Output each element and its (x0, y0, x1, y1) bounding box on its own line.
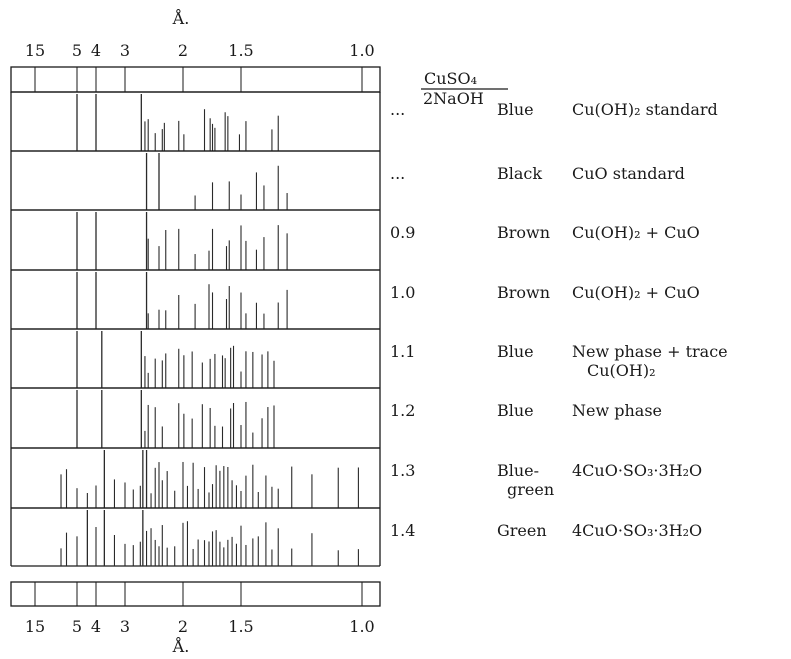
row-phase: 4CuO·SO₃·3H₂O (572, 461, 702, 480)
top-tick-label: 3 (120, 41, 130, 60)
bottom-scale-bar (10, 581, 381, 607)
top-tick-label: 2 (178, 41, 188, 60)
row-ratio: 1.3 (390, 461, 415, 480)
row-color: Black (497, 164, 542, 183)
top-axis-unit: Å. (172, 8, 190, 28)
row-phase: New phase (572, 401, 662, 420)
row-phase: 4CuO·SO₃·3H₂O (572, 521, 702, 540)
row-color: Blue (497, 100, 534, 119)
bottom-axis-unit: Å. (172, 636, 190, 656)
top-tick-label: 1.5 (228, 41, 253, 60)
pattern-row (10, 328, 381, 389)
row-ratio: 1.4 (390, 521, 415, 540)
row-ratio: ... (390, 164, 405, 183)
ratio-numerator: CuSO₄ (424, 69, 477, 88)
pattern-row (10, 91, 381, 152)
row-ratio: 1.1 (390, 342, 415, 361)
row-phase: New phase + trace (572, 342, 728, 361)
row-ratio: 1.2 (390, 401, 415, 420)
bottom-tick-label: 5 (72, 617, 82, 636)
pattern-row (10, 209, 381, 271)
bottom-tick-label: 2 (178, 617, 188, 636)
row-phase: Cu(OH)₂ + CuO (572, 283, 700, 302)
row-color: Brown (497, 283, 550, 302)
scale-box (10, 581, 381, 607)
row-color: Blue (497, 401, 534, 420)
bottom-tick-label: 1.5 (228, 617, 253, 636)
top-tick-labels: 15 5 4 3 2 1.5 1.0 (25, 41, 375, 60)
row-ratio: 1.0 (390, 283, 415, 302)
row-labels: ... Blue Cu(OH)₂ standard... Black CuO stand… (390, 100, 728, 540)
pattern-row (10, 447, 381, 509)
top-tick-label: 15 (25, 41, 45, 60)
diffraction-patterns (10, 91, 381, 567)
pattern-row (10, 507, 381, 567)
ratio-header: CuSO₄ 2NaOH (421, 69, 508, 108)
bottom-tick-labels: 15 5 4 3 2 1.5 1.0 (25, 617, 375, 636)
row-phase: CuO standard (572, 164, 685, 183)
row-phase: Cu(OH)₂ standard (572, 100, 718, 119)
top-tick-label: 5 (72, 41, 82, 60)
top-tick-label: 1.0 (349, 41, 374, 60)
row-phase: Cu(OH)₂ + CuO (572, 223, 700, 242)
row-ratio: ... (390, 100, 405, 119)
bottom-tick-label: 15 (25, 617, 45, 636)
scale-box (10, 66, 381, 93)
row-color: Blue- (497, 461, 539, 480)
pattern-row (10, 150, 381, 211)
top-tick-label: 4 (91, 41, 101, 60)
top-scale-bar (10, 66, 381, 93)
row-ratio: 0.9 (390, 223, 415, 242)
bottom-tick-label: 1.0 (349, 617, 374, 636)
row-color: Brown (497, 223, 550, 242)
row-color: Green (497, 521, 547, 540)
row-color: green (507, 480, 554, 499)
row-phase: Cu(OH)₂ (587, 361, 656, 380)
pattern-row (10, 269, 381, 330)
ratio-denominator: 2NaOH (423, 89, 484, 108)
row-color: Blue (497, 342, 534, 361)
pattern-row (10, 387, 381, 449)
bottom-tick-label: 4 (91, 617, 101, 636)
bottom-tick-label: 3 (120, 617, 130, 636)
